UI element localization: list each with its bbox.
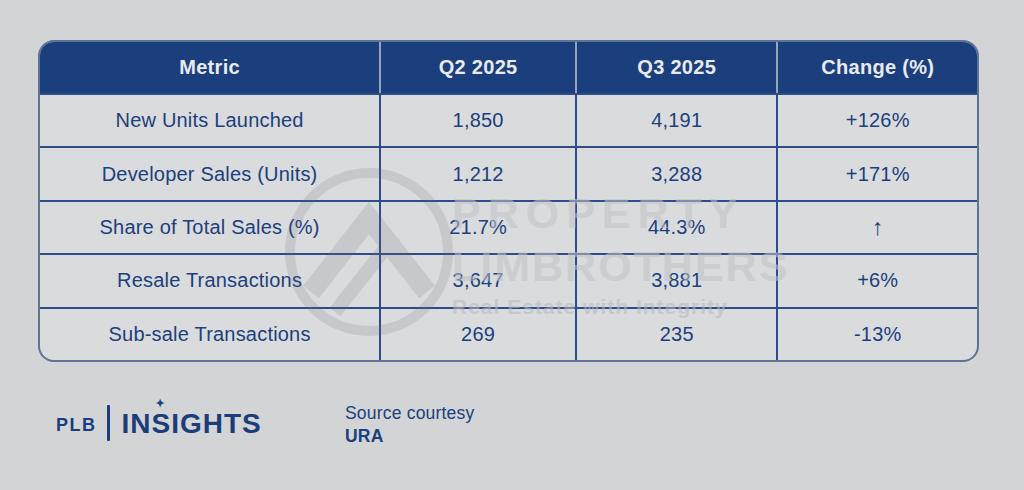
change-cell: -13% <box>776 309 977 360</box>
change-up-arrow-icon: ↑ <box>776 202 977 253</box>
metric-cell: Share of Total Sales (%) <box>40 202 379 253</box>
table-header-row: Metric Q2 2025 Q3 2025 Change (%) <box>40 42 977 93</box>
source-name: URA <box>345 425 474 448</box>
metric-cell: Developer Sales (Units) <box>40 148 379 199</box>
table-row: Share of Total Sales (%) 21.7% 44.3% ↑ <box>40 200 977 253</box>
value-cell: 1,212 <box>379 148 575 199</box>
metric-cell: Resale Transactions <box>40 255 379 306</box>
plb-insights-logo: PLB INSIGHTS ✦ <box>56 404 262 442</box>
plb-logo-text: PLB <box>56 415 97 436</box>
value-cell: 21.7% <box>379 202 575 253</box>
value-cell: 4,191 <box>575 95 776 146</box>
sparkle-icon: ✦ <box>156 397 165 410</box>
table-row: New Units Launched 1,850 4,191 +126% <box>40 93 977 146</box>
column-header-metric: Metric <box>40 42 379 93</box>
value-cell: 1,850 <box>379 95 575 146</box>
value-cell: 269 <box>379 309 575 360</box>
table-row: Developer Sales (Units) 1,212 3,288 +171… <box>40 146 977 199</box>
insights-logo-text: INSIGHTS ✦ <box>122 408 262 440</box>
source-courtesy-label: Source courtesy <box>345 402 474 425</box>
insights-word: INSIGHTS <box>122 408 262 439</box>
value-cell: 3,288 <box>575 148 776 199</box>
table-row: Sub-sale Transactions 269 235 -13% <box>40 307 977 360</box>
metric-cell: New Units Launched <box>40 95 379 146</box>
quarterly-metrics-table: Metric Q2 2025 Q3 2025 Change (%) New Un… <box>38 40 979 362</box>
column-header-q2-2025: Q2 2025 <box>379 42 575 93</box>
column-header-q3-2025: Q3 2025 <box>575 42 776 93</box>
logo-divider <box>107 405 110 441</box>
value-cell: 3,881 <box>575 255 776 306</box>
value-cell: 44.3% <box>575 202 776 253</box>
value-cell: 235 <box>575 309 776 360</box>
value-cell: 3,647 <box>379 255 575 306</box>
source-attribution: Source courtesy URA <box>345 402 474 448</box>
metric-cell: Sub-sale Transactions <box>40 309 379 360</box>
change-cell: +171% <box>776 148 977 199</box>
change-cell: +6% <box>776 255 977 306</box>
table-row: Resale Transactions 3,647 3,881 +6% <box>40 253 977 306</box>
change-cell: +126% <box>776 95 977 146</box>
column-header-change: Change (%) <box>776 42 977 93</box>
